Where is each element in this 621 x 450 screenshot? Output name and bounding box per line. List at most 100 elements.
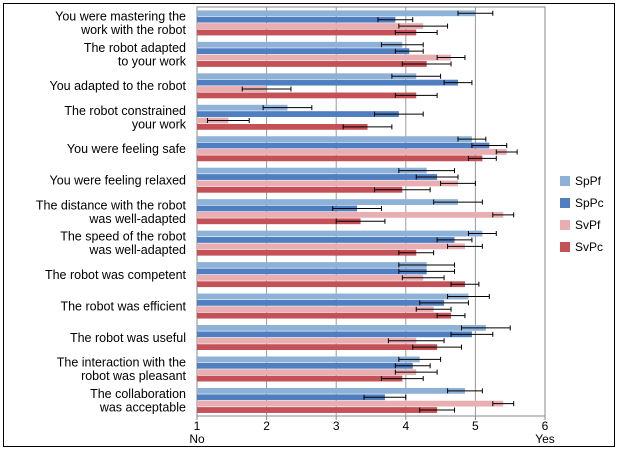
bar-SpPc-4 <box>197 142 490 149</box>
bar-SvPc-1 <box>197 61 427 67</box>
bar-SpPf-12 <box>197 387 465 394</box>
category-label-9: The robot was efficient <box>60 299 186 313</box>
bar-SpPc-10 <box>197 331 472 338</box>
x-tick-label-5: 5 <box>472 419 479 433</box>
category-label-11: The interaction with the robot was pleasa… <box>57 356 187 384</box>
x-axis-caption-6: Yes <box>535 432 555 446</box>
bar-SpPf-6 <box>197 199 458 205</box>
category-label-line: The collaboration <box>90 387 186 401</box>
bar-SvPc-12 <box>197 407 438 413</box>
bar-SvPc-8 <box>197 281 465 288</box>
bar-SpPf-8 <box>197 262 427 268</box>
bar-SpPc-12 <box>197 394 385 401</box>
bar-SpPf-4 <box>197 136 472 143</box>
bar-SpPc-6 <box>197 205 358 212</box>
category-label-2: You adapted to the robot <box>50 79 187 93</box>
legend-label-SpPf: SpPf <box>575 174 602 188</box>
bar-SvPc-7 <box>197 249 417 256</box>
bar-SvPc-4 <box>197 155 483 162</box>
legend-label-SvPc: SvPc <box>575 240 603 254</box>
bar-SpPf-1 <box>197 41 403 48</box>
bar-SvPf-7 <box>197 243 465 250</box>
bar-SvPc-0 <box>197 29 417 36</box>
bar-SpPc-0 <box>197 16 396 23</box>
bar-SvPf-9 <box>197 306 434 313</box>
legend-swatch-SpPc <box>560 198 570 208</box>
legend-label-SvPf: SvPf <box>575 218 601 232</box>
x-tick-label-3: 3 <box>333 419 340 433</box>
category-label-line: You were mastering the <box>55 9 186 23</box>
bar-SpPf-7 <box>197 230 483 237</box>
category-label-line: The speed of the robot <box>60 230 186 244</box>
category-label-line: was acceptable <box>99 401 186 415</box>
bar-SvPc-2 <box>197 92 417 99</box>
plot-area <box>196 6 546 417</box>
category-label-line: to your work <box>118 54 187 68</box>
bar-SvPc-11 <box>197 375 403 382</box>
bar-SvPf-10 <box>197 337 417 344</box>
category-label-line: was well-adapted <box>88 212 186 226</box>
category-label-8: The robot was competent <box>45 268 187 282</box>
bar-SvPf-12 <box>197 400 504 407</box>
category-label-line: You were feeling relaxed <box>50 174 186 188</box>
category-label-1: The robot adapted to your work <box>84 41 187 69</box>
category-label-5: You were feeling relaxed <box>50 174 186 188</box>
category-label-line: your work <box>132 117 187 131</box>
category-label-line: The robot adapted <box>84 41 186 55</box>
category-label-line: The interaction with the <box>57 356 186 370</box>
legend-label-SpPc: SpPc <box>575 196 604 210</box>
category-label-line: was well-adapted <box>88 243 186 257</box>
category-label-3: The robot constrained your work <box>64 104 186 132</box>
category-label-line: The robot was efficient <box>60 299 186 313</box>
bar-SpPf-0 <box>197 10 476 17</box>
bar-SpPc-1 <box>197 48 410 55</box>
bar-SvPc-3 <box>197 123 368 130</box>
bar-SvPc-9 <box>197 312 452 319</box>
category-label-line: robot was pleasant <box>81 369 186 383</box>
bar-SvPf-8 <box>197 274 424 281</box>
bar-SpPc-11 <box>197 362 413 369</box>
category-label-6: The distance with the robot was well-adap… <box>36 198 187 226</box>
bar-SpPc-5 <box>197 174 438 180</box>
bar-SpPc-8 <box>197 268 427 275</box>
bar-SpPf-10 <box>197 325 486 331</box>
category-label-12: The collaboration was acceptable <box>90 387 186 415</box>
bar-SvPf-2 <box>197 86 267 92</box>
x-tick-label-6: 6 <box>542 419 549 433</box>
category-label-line: The robot was competent <box>45 268 187 282</box>
legend-swatch-SvPc <box>560 242 570 252</box>
x-axis-caption-1: No <box>189 432 205 446</box>
category-label-line: The robot was useful <box>70 331 186 345</box>
chart-frame <box>3 3 615 447</box>
bar-SvPf-4 <box>197 149 507 155</box>
bar-SpPf-5 <box>197 167 427 174</box>
bar-SvPf-11 <box>197 369 417 376</box>
bar-SpPc-9 <box>197 299 445 306</box>
bar-SpPf-9 <box>197 293 469 300</box>
x-tick-label-2: 2 <box>263 419 270 433</box>
legend-swatch-SvPf <box>560 220 570 230</box>
category-label-10: The robot was useful <box>70 331 186 345</box>
x-tick-label-4: 4 <box>402 419 409 433</box>
bar-SvPc-5 <box>197 186 403 193</box>
bar-SvPc-10 <box>197 344 438 351</box>
bar-SpPf-3 <box>197 104 288 111</box>
category-label-line: You were feeling safe <box>67 142 186 156</box>
category-label-line: The distance with the robot <box>36 198 187 212</box>
bar-SpPc-7 <box>197 237 455 243</box>
bar-SvPf-6 <box>197 211 504 218</box>
legend-swatch-SpPf <box>560 176 570 186</box>
bar-SvPf-1 <box>197 54 452 61</box>
category-label-line: work with the robot <box>80 23 186 37</box>
category-label-4: You were feeling safe <box>67 142 186 156</box>
bar-SpPc-2 <box>197 79 458 86</box>
bar-SvPf-0 <box>197 23 424 29</box>
x-tick-label-1: 1 <box>194 419 201 433</box>
category-label-7: The speed of the robot was well-adapted <box>60 230 186 258</box>
bar-SpPf-11 <box>197 356 420 363</box>
category-label-0: You were mastering the work with the robo… <box>55 9 186 37</box>
bar-SpPf-2 <box>197 73 417 80</box>
category-label-line: The robot constrained <box>64 104 186 118</box>
bar-SvPc-6 <box>197 218 361 225</box>
